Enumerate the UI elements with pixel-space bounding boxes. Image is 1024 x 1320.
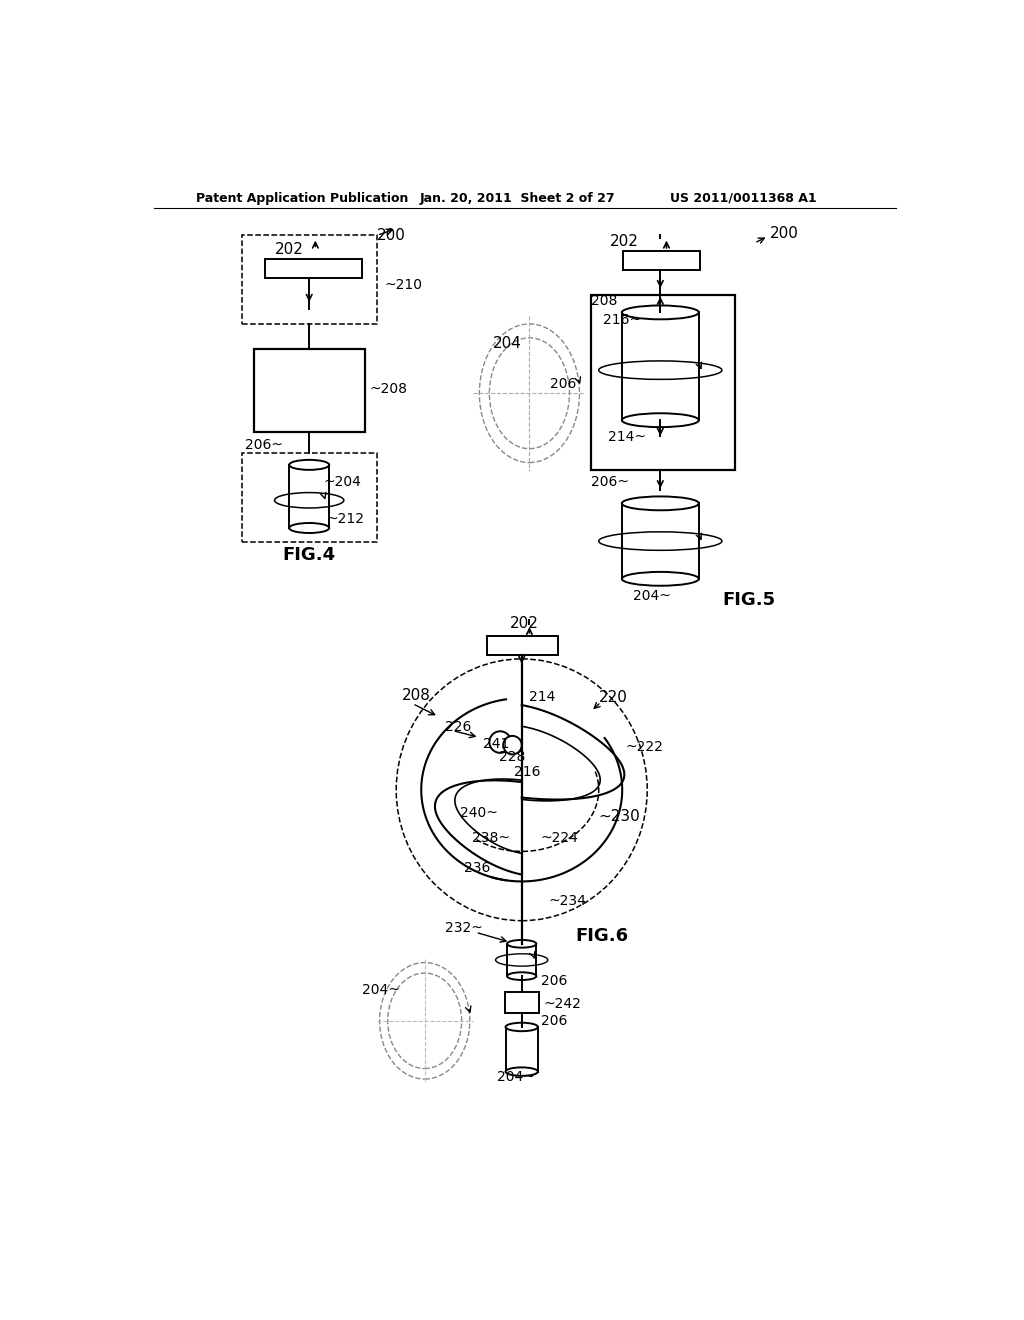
Text: 206: 206 — [550, 378, 577, 391]
Ellipse shape — [622, 305, 698, 319]
Bar — [289, 465, 330, 528]
Text: 204~: 204~ — [634, 589, 672, 603]
Text: 228: 228 — [499, 751, 525, 764]
Bar — [507, 944, 537, 977]
Text: 202: 202 — [275, 242, 304, 257]
Text: 206~: 206~ — [245, 438, 283, 451]
Text: 214~: 214~ — [608, 430, 646, 444]
Bar — [624, 251, 700, 271]
Ellipse shape — [506, 1068, 538, 1076]
Circle shape — [503, 737, 521, 755]
Text: US 2011/0011368 A1: US 2011/0011368 A1 — [670, 191, 816, 205]
Text: 206: 206 — [541, 1014, 567, 1028]
Text: 220: 220 — [599, 690, 628, 705]
Text: ~224: ~224 — [541, 830, 579, 845]
Text: 200: 200 — [770, 226, 799, 242]
Bar — [487, 636, 558, 655]
Text: ~222: ~222 — [626, 741, 664, 755]
Text: FIG.5: FIG.5 — [722, 590, 775, 609]
Text: ~234: ~234 — [549, 895, 587, 908]
Ellipse shape — [506, 1023, 538, 1031]
Ellipse shape — [507, 940, 537, 948]
Bar — [506, 1027, 538, 1072]
Bar — [591, 296, 735, 470]
Text: 236: 236 — [464, 862, 490, 875]
Bar — [254, 348, 366, 432]
Text: 216~: 216~ — [602, 313, 641, 327]
Ellipse shape — [622, 572, 698, 586]
Text: ~230: ~230 — [599, 809, 640, 824]
Ellipse shape — [622, 496, 698, 511]
Bar — [505, 991, 539, 1014]
Text: ~210: ~210 — [385, 279, 423, 293]
Text: 208: 208 — [402, 688, 431, 702]
Ellipse shape — [507, 973, 537, 979]
Text: 241: 241 — [483, 737, 510, 751]
Text: FIG.6: FIG.6 — [575, 927, 629, 945]
Bar — [243, 453, 377, 543]
Text: ~208: ~208 — [370, 383, 408, 396]
Text: 216: 216 — [514, 766, 541, 779]
Text: 214: 214 — [529, 690, 556, 705]
Text: 232~: 232~ — [444, 921, 482, 936]
Text: 206~: 206~ — [591, 475, 629, 488]
Circle shape — [489, 731, 511, 752]
Text: Jan. 20, 2011  Sheet 2 of 27: Jan. 20, 2011 Sheet 2 of 27 — [419, 191, 615, 205]
Text: 204~: 204~ — [361, 983, 399, 997]
Text: 204: 204 — [493, 335, 521, 351]
Bar — [243, 235, 377, 323]
Text: 200: 200 — [377, 228, 406, 243]
Text: 202: 202 — [510, 616, 539, 631]
Text: 226: 226 — [444, 719, 471, 734]
Text: FIG.4: FIG.4 — [283, 546, 336, 564]
Text: 208: 208 — [591, 294, 617, 308]
Text: ~212: ~212 — [327, 512, 365, 525]
Text: 206: 206 — [541, 974, 567, 987]
Text: 204~: 204~ — [497, 1071, 535, 1084]
Ellipse shape — [622, 413, 698, 428]
Bar — [265, 259, 361, 277]
Text: 240~: 240~ — [460, 807, 498, 820]
Text: 238~: 238~ — [472, 830, 510, 845]
Text: Patent Application Publication: Patent Application Publication — [196, 191, 409, 205]
Text: ~242: ~242 — [544, 997, 582, 1011]
Text: ~204: ~204 — [323, 475, 360, 488]
Ellipse shape — [289, 523, 330, 533]
Bar — [622, 313, 698, 420]
Text: 202: 202 — [610, 234, 639, 249]
Ellipse shape — [289, 459, 330, 470]
Bar — [622, 503, 698, 579]
